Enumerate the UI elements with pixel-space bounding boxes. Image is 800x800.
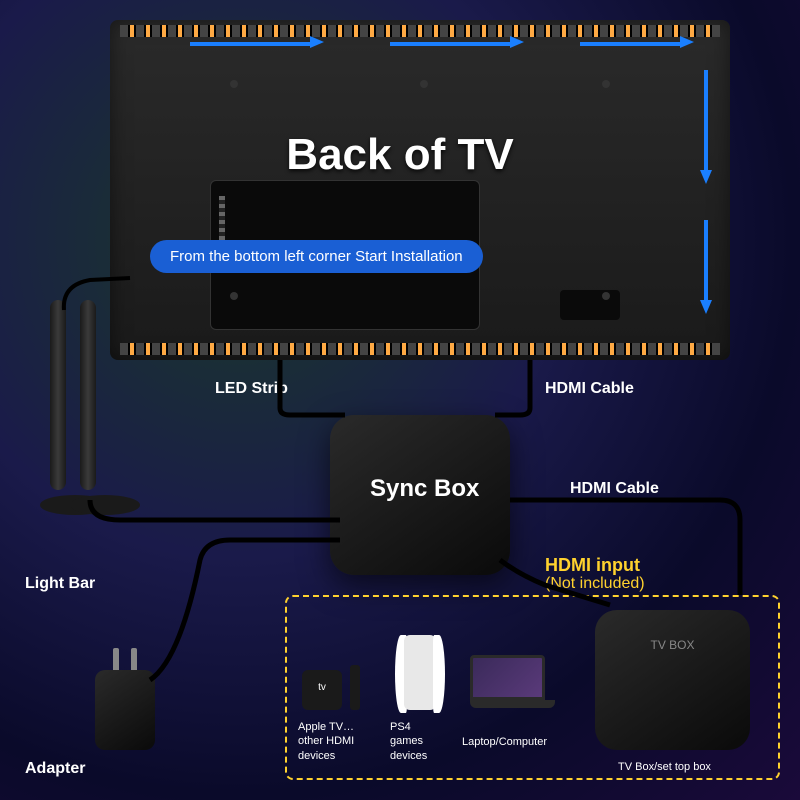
led-strip-bottom	[120, 343, 720, 355]
tv-box-text: TV BOX	[650, 638, 694, 652]
apple-tv-remote-icon	[350, 665, 360, 710]
laptop-label: Laptop/Computer	[462, 735, 547, 749]
tv-ports	[560, 290, 620, 320]
hdmi-cable-2-label: HDMI Cable	[570, 480, 659, 498]
apple-tv-icon: tv	[302, 670, 342, 710]
tvbox-label: TV Box/set top box	[618, 760, 711, 774]
ps5-icon	[395, 635, 445, 715]
led-strip-top	[120, 25, 720, 37]
hdmi-input-title: HDMI input	[545, 555, 640, 576]
led-strip-label: LED Strip	[215, 380, 288, 398]
ps4-label: PS4 games devices	[390, 720, 427, 763]
hdmi-cable-1-label: HDMI Cable	[545, 380, 634, 398]
install-note: From the bottom left corner Start Instal…	[150, 240, 483, 273]
tv-title: Back of TV	[286, 130, 513, 180]
laptop-icon	[470, 655, 555, 715]
apple-tv-label: Apple TV… other HDMI devices	[298, 720, 354, 763]
adapter-label: Adapter	[25, 760, 85, 778]
light-bar	[30, 300, 120, 560]
light-bar-label: Light Bar	[25, 575, 95, 593]
tv-back	[110, 20, 730, 360]
tv-box-icon: TV BOX	[595, 610, 750, 750]
diagram-container: Back of TV From the bottom left corner S…	[0, 0, 800, 800]
sync-box-label: Sync Box	[370, 475, 479, 503]
adapter	[85, 640, 165, 760]
hdmi-input-sub: (Not included)	[545, 575, 645, 593]
